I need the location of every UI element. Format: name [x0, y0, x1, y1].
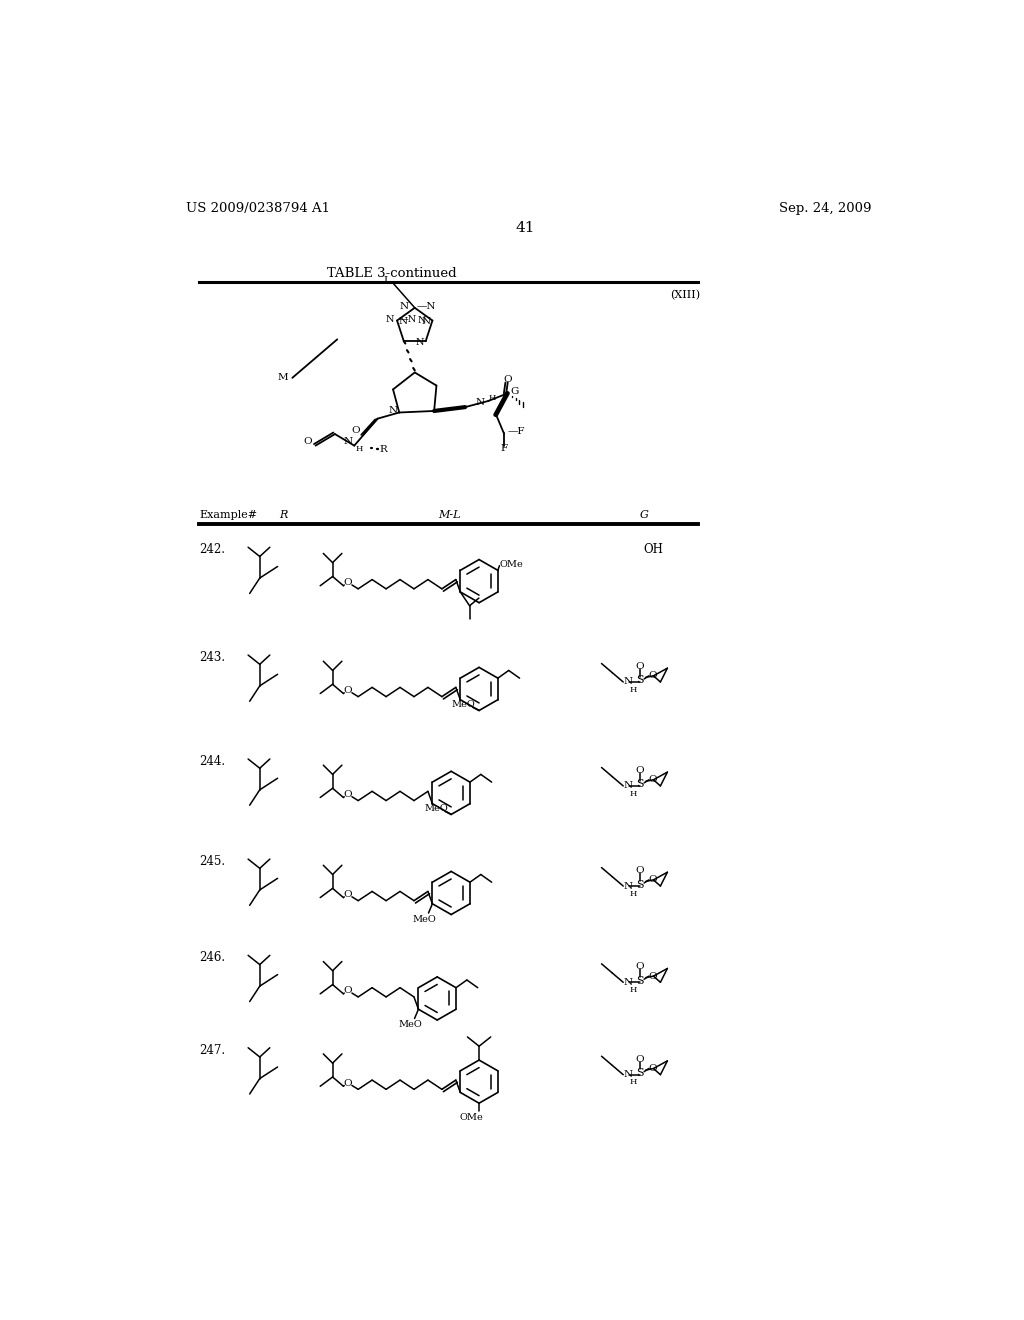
Text: O: O [344, 986, 352, 995]
Text: R: R [380, 445, 388, 454]
Text: MeO: MeO [424, 804, 447, 813]
Text: 242.: 242. [200, 543, 225, 556]
Text: O: O [344, 890, 352, 899]
Text: F: F [501, 445, 508, 453]
Text: N: N [624, 882, 633, 891]
Text: OH: OH [643, 543, 664, 556]
Text: O: O [649, 972, 657, 981]
Text: H: H [488, 393, 496, 401]
Text: N: N [416, 338, 424, 347]
Text: O: O [344, 1078, 352, 1088]
Text: N: N [385, 315, 394, 325]
Text: N: N [475, 399, 484, 407]
Text: 245.: 245. [200, 855, 225, 869]
Text: S: S [636, 676, 643, 685]
Text: H: H [630, 986, 637, 994]
Text: O: O [636, 1055, 644, 1064]
Text: Example#: Example# [200, 510, 257, 520]
Text: O: O [636, 766, 644, 775]
Text: S: S [636, 1068, 643, 1078]
Text: MeO: MeO [413, 915, 436, 924]
Text: Sep. 24, 2009: Sep. 24, 2009 [779, 202, 871, 215]
Text: N: N [398, 317, 408, 326]
Text: O: O [303, 437, 311, 446]
Text: N: N [344, 437, 352, 446]
Text: OMe: OMe [460, 1113, 483, 1122]
Text: N: N [388, 407, 397, 416]
Text: MeO: MeO [398, 1020, 423, 1030]
Text: O: O [636, 866, 644, 875]
Text: O: O [636, 962, 644, 972]
Text: H: H [630, 789, 637, 797]
Text: MeO: MeO [452, 700, 476, 709]
Text: (XIII): (XIII) [671, 290, 700, 301]
Text: 243.: 243. [200, 651, 225, 664]
Text: N: N [624, 978, 633, 987]
Text: O: O [649, 672, 657, 680]
Text: O: O [344, 789, 352, 799]
Text: US 2009/0238794 A1: US 2009/0238794 A1 [186, 202, 330, 215]
Text: H: H [630, 1078, 637, 1086]
Text: —F: —F [508, 428, 525, 436]
Text: N: N [624, 1071, 633, 1080]
Text: N: N [624, 677, 633, 686]
Text: O: O [504, 375, 512, 384]
Text: N: N [418, 315, 426, 325]
Text: M-L: M-L [438, 510, 461, 520]
Text: 244.: 244. [200, 755, 225, 768]
Text: O: O [649, 775, 657, 784]
Text: N: N [624, 781, 633, 791]
Text: O: O [344, 686, 352, 694]
Text: O: O [352, 426, 360, 436]
Text: H: H [630, 890, 637, 898]
Text: M: M [278, 374, 289, 383]
Text: TABLE 3-continued: TABLE 3-continued [327, 268, 457, 280]
Text: 247.: 247. [200, 1044, 225, 1056]
Text: O: O [649, 875, 657, 884]
Text: G: G [640, 510, 648, 520]
Text: S: S [636, 779, 643, 789]
Text: L: L [383, 276, 390, 285]
Text: G: G [510, 387, 518, 396]
Text: —N: —N [417, 302, 436, 310]
Text: N: N [422, 317, 431, 326]
Text: 246.: 246. [200, 952, 225, 964]
Text: N: N [399, 302, 409, 310]
Text: O: O [344, 578, 352, 587]
Text: O: O [649, 1064, 657, 1073]
Text: O: O [636, 663, 644, 671]
Text: S: S [636, 879, 643, 890]
Text: H: H [356, 445, 364, 454]
Text: R: R [280, 510, 288, 520]
Text: —N: —N [398, 315, 417, 325]
Text: H: H [630, 685, 637, 694]
Text: 41: 41 [515, 220, 535, 235]
Text: S: S [636, 975, 643, 986]
Text: OMe: OMe [500, 560, 523, 569]
